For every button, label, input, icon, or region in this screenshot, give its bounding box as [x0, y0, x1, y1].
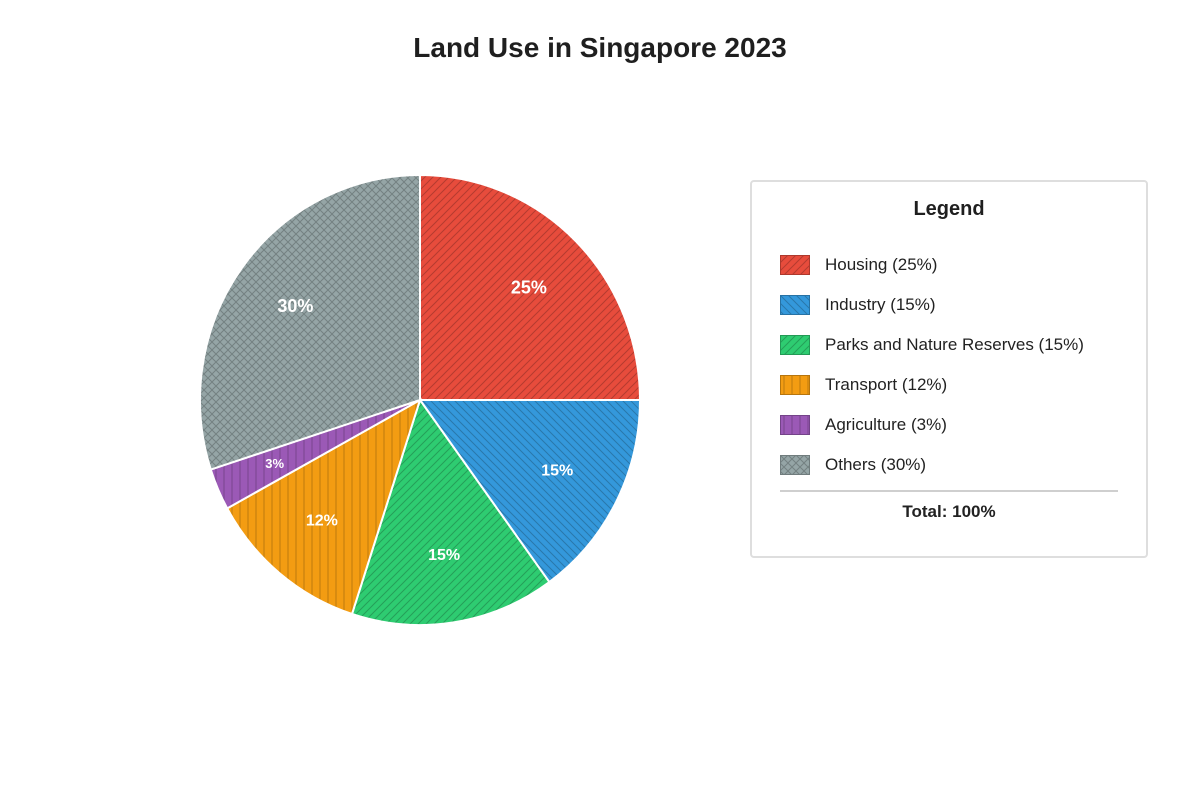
legend-item: Agriculture (3%) [780, 405, 1084, 445]
legend-item: Others (30%) [780, 445, 1084, 485]
legend-swatch [780, 335, 810, 355]
slice-label-industry: 15% [541, 463, 573, 480]
legend-label: Agriculture (3%) [825, 415, 947, 434]
legend-items: Housing (25%) Industry (15%) Parks and Nat… [780, 245, 1084, 485]
legend-item: Housing (25%) [780, 245, 1084, 285]
legend-label: Parks and Nature Reserves (15%) [825, 335, 1084, 354]
legend-swatch [780, 375, 810, 395]
slice-label-agriculture: 3% [265, 456, 284, 471]
chart-title: Land Use in Singapore 2023 [413, 32, 787, 63]
legend-swatch [780, 255, 810, 275]
slice-label-others: 30% [277, 296, 313, 316]
legend-divider [780, 490, 1118, 492]
legend-swatch [780, 295, 810, 315]
pie-slice-others [199, 173, 421, 471]
legend-title: Legend [913, 198, 985, 220]
legend-swatch [780, 455, 810, 475]
legend-label: Others (30%) [825, 455, 927, 474]
legend-item: Parks and Nature Reserves (15%) [780, 325, 1084, 365]
legend-label: Industry (15%) [825, 295, 936, 314]
legend-label: Transport (12%) [825, 375, 948, 394]
legend: Legend Housing (25%) Industry (15%) Parks … [750, 180, 1148, 558]
pie-chart: 25% 15% 15% 12% 3% 30% [199, 173, 642, 626]
legend-item: Transport (12%) [780, 365, 1084, 405]
pie-slice-housing [419, 173, 642, 401]
legend-label: Housing (25%) [825, 255, 938, 274]
slice-label-parks-and-nature-reserves: 15% [428, 547, 460, 564]
pie-slice-parks-and-nature-reserves [350, 397, 551, 626]
pie-slice-transport [225, 397, 422, 616]
legend-swatch [780, 415, 810, 435]
slice-label-transport: 12% [306, 513, 338, 530]
legend-total: Total: 100% [902, 502, 996, 521]
legend-item: Industry (15%) [780, 285, 1084, 325]
pie-slice-industry [418, 399, 642, 584]
slice-label-housing: 25% [511, 277, 547, 297]
